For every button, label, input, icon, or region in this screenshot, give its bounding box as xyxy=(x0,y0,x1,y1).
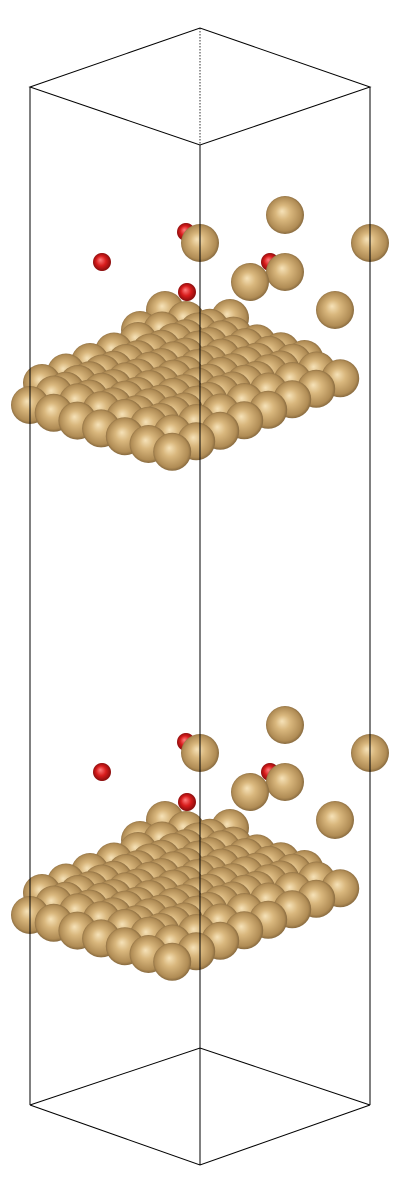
oxygen-atom xyxy=(178,283,196,301)
oxygen-atom xyxy=(93,253,111,271)
metal-atom xyxy=(316,291,354,329)
metal-atom xyxy=(266,706,304,744)
atoms xyxy=(11,196,389,981)
metal-atom xyxy=(316,801,354,839)
metal-atom xyxy=(266,196,304,234)
oxygen-atom xyxy=(93,763,111,781)
metal-atom xyxy=(231,773,269,811)
oxygen-atom xyxy=(178,793,196,811)
metal-atom xyxy=(153,942,192,981)
metal-atom xyxy=(266,763,304,801)
metal-atom xyxy=(153,432,192,471)
cell-front-edges xyxy=(28,27,372,1166)
metal-atom xyxy=(266,253,304,291)
metal-atom xyxy=(231,263,269,301)
